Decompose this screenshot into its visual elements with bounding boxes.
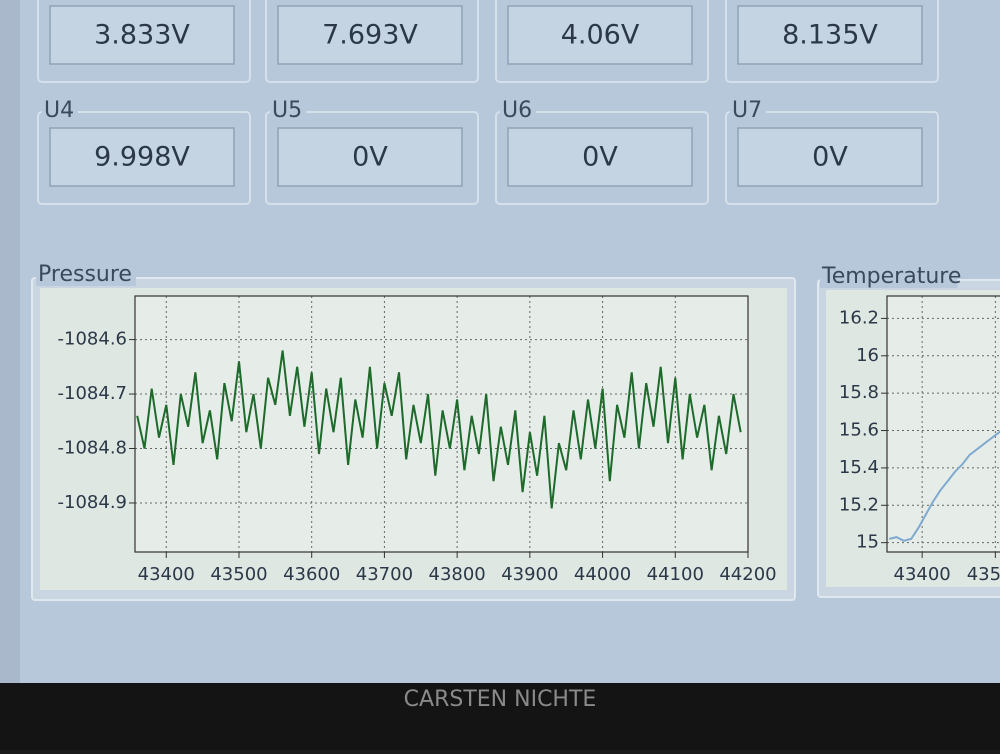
- channel-frame: [495, 0, 709, 83]
- y-tick-label: 15.8: [839, 382, 879, 403]
- x-tick-label: 43500: [967, 564, 1000, 585]
- channel-frame: [265, 111, 479, 205]
- side-strip: [0, 0, 20, 683]
- chart-layer: Pressure -1084.6 -1084.7 -1084.8 -1084.9 4340…: [31, 262, 1000, 601]
- channel-value-box: [49, 5, 235, 65]
- channel-label: U5: [272, 98, 302, 123]
- x-tick-label: 43900: [501, 564, 558, 585]
- y-tick-label: 15.2: [839, 494, 879, 515]
- channel-value: 7.693V: [322, 20, 418, 51]
- plot-border: [886, 295, 1000, 553]
- channel-value: 8.135V: [782, 20, 878, 51]
- x-tick-label: 44000: [574, 564, 631, 585]
- y-tick-label: -1084.6: [58, 329, 127, 350]
- channel-value-box: [737, 127, 923, 187]
- label-gap: [42, 102, 78, 120]
- channel-value: 9.998V: [94, 142, 190, 173]
- x-tick-label: 44200: [719, 564, 776, 585]
- x-tick-label: 43800: [429, 564, 486, 585]
- channel-value: 0V: [352, 142, 388, 173]
- channel-frame: [37, 0, 251, 83]
- watermark: CARSTEN NICHTE: [404, 687, 597, 712]
- title-gap: [820, 268, 958, 288]
- bezel: [0, 683, 1000, 750]
- channel-label: U2: [502, 0, 532, 1]
- channel-value: 3.833V: [94, 20, 190, 51]
- label-gap: [500, 102, 536, 120]
- channel-label: U6: [502, 98, 532, 123]
- x-tick-label: 43600: [283, 564, 340, 585]
- y-tick-label: -1084.8: [58, 438, 127, 459]
- x-tick-label: 43700: [356, 564, 413, 585]
- channel-frame: [725, 111, 939, 205]
- channel-label: U1: [272, 0, 302, 1]
- plot-border: [134, 295, 749, 553]
- chart-title: Temperature: [821, 264, 961, 289]
- y-tick-label: 16.2: [839, 307, 879, 328]
- channel-label: U3: [732, 0, 762, 1]
- chart-title: Pressure: [38, 262, 132, 287]
- x-tick-label: 43400: [138, 564, 195, 585]
- y-tick-label: 15.4: [839, 457, 879, 478]
- channel-frame: [725, 0, 939, 83]
- channel-value: 4.06V: [561, 20, 640, 51]
- y-tick-label: 15: [856, 532, 879, 553]
- x-tick-label: 44100: [647, 564, 704, 585]
- channel-value-box: [277, 5, 463, 65]
- data-line: [136, 350, 742, 509]
- channel-value-box: [49, 127, 235, 187]
- title-gap: [36, 266, 136, 286]
- channel-value-box: [507, 127, 693, 187]
- channel-frame: [495, 111, 709, 205]
- y-tick-label: -1084.9: [58, 492, 127, 513]
- channel-value-box: [507, 5, 693, 65]
- channel-frame: [265, 0, 479, 83]
- x-tick-label: 43500: [210, 564, 267, 585]
- channel-label: U4: [44, 98, 74, 123]
- plot-area: [887, 296, 1000, 552]
- channel-value: 0V: [812, 142, 848, 173]
- label-gap: [730, 102, 766, 120]
- channel-frame: [37, 111, 251, 205]
- channel-label: U7: [732, 98, 762, 123]
- channel-value: 0V: [582, 142, 618, 173]
- channel-value-box: [277, 127, 463, 187]
- channel-value-box: [737, 5, 923, 65]
- y-tick-label: 16: [856, 345, 879, 366]
- channel-label: U0: [44, 0, 74, 1]
- x-tick-label: 43400: [894, 564, 951, 585]
- y-tick-label: -1084.7: [58, 383, 127, 404]
- y-tick-label: 15.6: [839, 420, 879, 441]
- data-line: [888, 430, 1000, 542]
- label-gap: [270, 102, 306, 120]
